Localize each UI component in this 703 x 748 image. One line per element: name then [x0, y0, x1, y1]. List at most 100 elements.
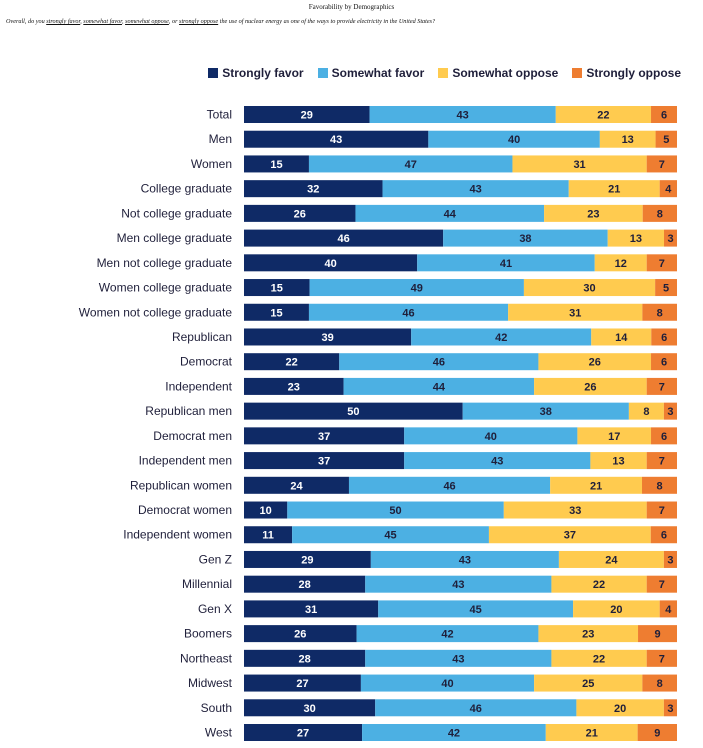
question-option-text: strongly oppose [179, 18, 219, 25]
category-label: Men college graduate [117, 231, 233, 245]
bar-row: Women not college graduate 15 46 31 8 [79, 303, 677, 321]
data-label: 46 [433, 357, 445, 369]
data-label: 8 [657, 208, 663, 220]
bar-segment [638, 625, 677, 643]
bar-segment [488, 526, 651, 544]
bar-row: Democrat women 10 50 33 7 [138, 501, 677, 519]
bar-segment [637, 724, 677, 741]
data-label: 40 [485, 431, 497, 443]
legend-label: Somewhat oppose [452, 66, 559, 80]
bar-row: Millennial 28 43 22 7 [182, 575, 677, 593]
data-label: 6 [661, 431, 667, 443]
bar-segment [642, 476, 677, 494]
data-label: 43 [330, 134, 342, 146]
data-label: 50 [347, 406, 359, 418]
data-label: 37 [564, 530, 576, 542]
bar-segment [462, 402, 629, 420]
bar-segment [651, 353, 677, 371]
bar-segment [244, 180, 383, 198]
legend-item: Somewhat favor [317, 66, 425, 80]
question-text: , [80, 18, 84, 25]
bar-segment [646, 575, 677, 593]
bar-row: College graduate 32 43 21 4 [141, 180, 677, 198]
bar-segment [355, 204, 545, 222]
category-label: Northeast [180, 651, 233, 665]
bar-segment [655, 130, 677, 148]
legend-item: Strongly oppose [572, 66, 681, 80]
data-label: 43 [470, 184, 482, 196]
data-label: 45 [470, 604, 482, 616]
data-label: 20 [614, 703, 626, 715]
bar-segment [308, 155, 513, 173]
bar-segment [244, 377, 344, 395]
bar-segment [664, 229, 677, 247]
bar-segment [244, 402, 463, 420]
category-label: Independent women [123, 528, 232, 542]
data-label: 26 [584, 381, 596, 393]
bar-segment [555, 106, 652, 123]
bar-segment [538, 625, 639, 643]
bar-row: Republican women 24 46 21 8 [130, 476, 677, 494]
data-label: 26 [294, 629, 306, 641]
bar-segment [244, 155, 309, 173]
data-label: 43 [452, 653, 464, 665]
category-label: Total [207, 108, 232, 122]
data-label: 26 [294, 208, 306, 220]
data-label: 24 [290, 480, 303, 492]
bar-segment [663, 699, 677, 717]
bar-segment [244, 600, 379, 618]
data-label: 45 [384, 530, 396, 542]
bar-segment [287, 501, 504, 519]
data-label: 8 [657, 307, 663, 319]
bar-row: Republican 39 42 14 6 [172, 328, 677, 346]
bar-row: Democrat 22 46 26 6 [180, 353, 677, 371]
bar-row: Northeast 28 43 22 7 [180, 649, 677, 667]
bar-segment [663, 550, 677, 568]
bar-segment [308, 303, 509, 321]
legend-label: Strongly oppose [586, 66, 681, 80]
data-label: 15 [270, 307, 282, 319]
bar-row: Not college graduate 26 44 23 8 [121, 204, 677, 222]
data-label: 40 [508, 134, 520, 146]
data-label: 6 [661, 332, 667, 344]
bar-row: Men 43 40 13 5 [209, 130, 677, 148]
bar-segment [244, 501, 288, 519]
bar-segment [642, 204, 677, 222]
category-label: Gen Z [199, 552, 232, 566]
category-label: Women [191, 157, 232, 171]
data-label: 15 [271, 283, 283, 295]
legend-swatch [572, 68, 583, 78]
data-label: 23 [288, 381, 300, 393]
bar-row: Independent 23 44 26 7 [165, 377, 677, 395]
data-label: 22 [593, 653, 605, 665]
bar-segment [365, 575, 552, 593]
category-label: Independent [165, 379, 232, 393]
bar-segment [545, 724, 638, 741]
data-label: 21 [590, 480, 602, 492]
data-label: 37 [318, 456, 330, 468]
data-label: 42 [448, 728, 460, 740]
bar-segment [292, 526, 489, 544]
bar-segment [594, 254, 647, 272]
bar-segment [646, 377, 677, 395]
data-label: 23 [582, 629, 594, 641]
bar-segment [538, 353, 652, 371]
legend-label: Somewhat favor [331, 66, 425, 80]
bar-segment [244, 328, 412, 346]
bar-segment [443, 229, 608, 247]
data-label: 6 [661, 110, 667, 122]
bar-segment [551, 649, 647, 667]
bar-segment [659, 180, 677, 198]
data-label: 6 [661, 530, 667, 542]
bar-segment [362, 724, 546, 741]
bar-segment [651, 328, 677, 346]
chart-legend: Strongly favor Somewhat favor Somewhat opp… [208, 66, 681, 80]
question-option-text: strongly favor [46, 18, 81, 25]
data-label: 3 [667, 406, 673, 418]
bar-row: West 27 42 21 9 [205, 724, 677, 741]
data-label: 3 [667, 554, 673, 566]
data-label: 3 [667, 703, 673, 715]
bar-segment [244, 229, 444, 247]
bar-segment [244, 452, 405, 470]
data-label: 46 [443, 480, 455, 492]
